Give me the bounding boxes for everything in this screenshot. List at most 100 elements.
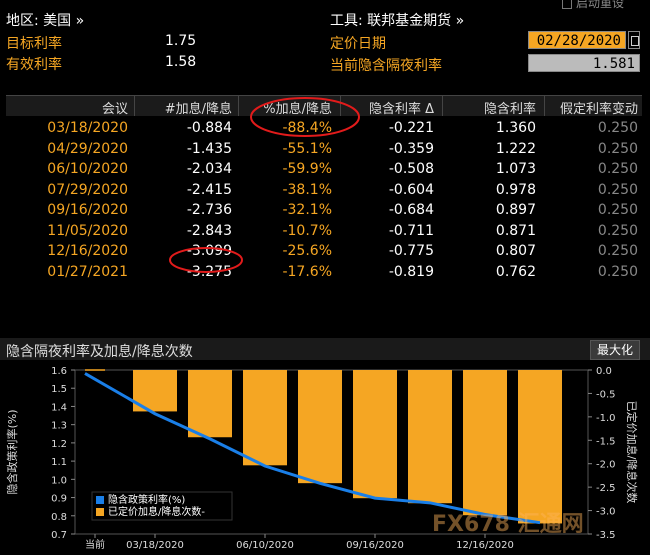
calendar-icon[interactable] xyxy=(628,31,640,49)
col-header-implied-delta[interactable]: 隐含利率 Δ xyxy=(368,102,434,117)
cell-assumed: 0.250 xyxy=(597,161,638,177)
left-tick-label: 1.3 xyxy=(51,421,67,432)
table-row[interactable]: 03/18/2020 -0.884 -88.4% -0.221 1.360 0.250 xyxy=(6,118,642,138)
table-row[interactable]: 12/16/2020 -3.099 -25.6% -0.775 0.807 0.250 xyxy=(6,241,642,261)
cell-num: -2.736 xyxy=(186,202,232,218)
implied-rate-label: 当前隐含隔夜利率 xyxy=(330,58,442,74)
right-tick-label: -2.0 xyxy=(596,460,616,471)
table-header: 会议 #加息/降息 %加息/降息 隐含利率 Δ 隐含利率 假定利率变动 xyxy=(6,96,642,117)
cell-delta: -0.604 xyxy=(388,181,434,198)
col-header-meeting[interactable]: 会议 xyxy=(101,102,128,117)
cell-assumed: 0.250 xyxy=(597,243,638,259)
left-tick-label: 0.8 xyxy=(51,512,67,523)
right-tick-label: 0.0 xyxy=(596,366,612,377)
bar-09/16/2020 xyxy=(353,370,397,499)
pricing-date-label: 定价日期 xyxy=(330,36,386,52)
right-axis-title: 已定价加息/降息次数 xyxy=(625,401,639,504)
column-divider xyxy=(442,96,443,116)
column-divider xyxy=(544,96,545,116)
left-tick-label: 1.1 xyxy=(51,457,67,468)
legend-label: 已定价加息/降息次数- xyxy=(108,505,205,518)
annotation-circle-pct xyxy=(250,97,360,137)
effective-rate-value: 1.58 xyxy=(165,54,197,70)
column-divider xyxy=(238,96,239,116)
effective-rate-label: 有效利率 xyxy=(6,57,62,73)
implied-rate-field[interactable]: 1.581 xyxy=(528,54,640,72)
cell-delta: -0.221 xyxy=(388,120,434,136)
cell-pct: -17.6% xyxy=(282,263,332,280)
cell-rate: 1.073 xyxy=(495,161,536,177)
table-row[interactable]: 09/16/2020 -2.736 -32.1% -0.684 0.897 0.250 xyxy=(6,200,642,220)
cell-meeting: 03/18/2020 xyxy=(47,120,128,136)
left-tick-label: 1.4 xyxy=(51,402,67,413)
legend-swatch xyxy=(96,496,104,504)
left-tick-label: 0.7 xyxy=(51,530,67,541)
left-axis-title: 隐含政策利率(%) xyxy=(5,409,19,494)
maximize-button[interactable]: 最大化 xyxy=(590,340,640,360)
checkbox-icon[interactable] xyxy=(562,0,572,9)
table-row[interactable]: 06/10/2020 -2.034 -59.9% -0.508 1.073 0.250 xyxy=(6,159,642,179)
annotation-overlay xyxy=(169,97,360,273)
cell-meeting: 12/16/2020 xyxy=(47,243,128,259)
cell-num: -3.099 xyxy=(186,243,232,259)
cell-rate: 0.897 xyxy=(495,202,536,218)
cell-num: -2.415 xyxy=(186,181,232,198)
bar-12/16/2020 xyxy=(463,370,507,516)
table-row[interactable]: 01/27/2021 -3.275 -17.6% -0.819 0.762 0.250 xyxy=(6,262,642,282)
col-header-implied-rate[interactable]: 隐含利率 xyxy=(483,102,536,117)
col-header-pct-moves[interactable]: %加息/降息 xyxy=(263,102,332,117)
cell-meeting: 09/16/2020 xyxy=(47,202,128,218)
cell-pct: -38.1% xyxy=(282,181,332,198)
watermark-logo: FX678 汇通网 xyxy=(432,512,584,537)
x-tick-label: 当前 xyxy=(85,538,105,551)
cell-pct: -25.6% xyxy=(282,243,332,259)
col-header-assumed-move[interactable]: 假定利率变动 xyxy=(559,102,638,117)
legend-box xyxy=(91,491,233,521)
cell-rate: 0.762 xyxy=(495,263,536,280)
bar-07/29/2020 xyxy=(298,370,342,484)
cell-pct: -59.9% xyxy=(282,161,332,177)
rates-chart: 1.6 1.5 1.4 1.3 1.2 1.1 1.0 0.9 0.8 0.7 0.0 -0.5 -1.… xyxy=(5,366,639,551)
col-header-num-moves[interactable]: #加息/降息 xyxy=(164,102,232,117)
bar-06/10/2020 xyxy=(243,370,287,466)
bar-11/05/2020 xyxy=(408,370,452,504)
table-row[interactable]: 11/05/2020 -2.843 -10.7% -0.711 0.871 0.250 xyxy=(6,221,642,241)
region-selector[interactable]: 地区: 美国 » xyxy=(6,13,85,29)
target-rate-label: 目标利率 xyxy=(6,36,62,52)
x-tick-label: 06/10/2020 xyxy=(236,540,294,551)
table-row[interactable]: 04/29/2020 -1.435 -55.1% -0.359 1.222 0.250 xyxy=(6,139,642,159)
cell-pct: -10.7% xyxy=(282,222,332,239)
cell-assumed: 0.250 xyxy=(597,181,638,198)
left-tick-label: 1.0 xyxy=(51,475,67,486)
cell-pct: -88.4% xyxy=(282,120,332,136)
right-tick-label: -1.5 xyxy=(596,436,616,447)
column-divider xyxy=(134,96,135,116)
cell-delta: -0.684 xyxy=(388,202,434,218)
annotation-circle-num xyxy=(169,247,243,273)
left-tick-label: 0.9 xyxy=(51,494,67,505)
left-tick-label: 1.5 xyxy=(51,384,67,395)
cell-rate: 1.360 xyxy=(495,120,536,136)
cell-delta: -0.819 xyxy=(388,263,434,280)
chart-header-bar xyxy=(0,338,650,360)
table-row[interactable]: 07/29/2020 -2.415 -38.1% -0.604 0.978 0.250 xyxy=(6,180,642,200)
x-tick-label: 12/16/2020 xyxy=(456,540,514,551)
cell-meeting: 06/10/2020 xyxy=(47,161,128,177)
column-divider xyxy=(340,96,341,116)
cell-meeting: 07/29/2020 xyxy=(47,181,128,198)
cell-num: -2.843 xyxy=(186,222,232,239)
legend-swatch xyxy=(96,508,104,516)
cell-meeting: 11/05/2020 xyxy=(47,222,128,239)
reset-button[interactable]: 启动重设 xyxy=(562,0,650,10)
cell-rate: 0.978 xyxy=(495,181,536,198)
right-tick-label: -3.0 xyxy=(596,507,616,518)
instrument-selector[interactable]: 工具: 联邦基金期货 » xyxy=(330,13,465,29)
pricing-date-field[interactable]: 02/28/2020 xyxy=(528,31,626,49)
chart-title: 隐含隔夜利率及加息/降息次数 xyxy=(6,344,193,360)
cell-assumed: 0.250 xyxy=(597,140,638,157)
meetings-table: 会议 #加息/降息 %加息/降息 隐含利率 Δ 隐含利率 假定利率变动 03/1… xyxy=(6,95,642,336)
right-tick-label: -1.0 xyxy=(596,413,616,424)
cell-num: -0.884 xyxy=(186,120,232,136)
cell-meeting: 01/27/2021 xyxy=(47,263,128,280)
target-rate-value: 1.75 xyxy=(165,33,197,49)
